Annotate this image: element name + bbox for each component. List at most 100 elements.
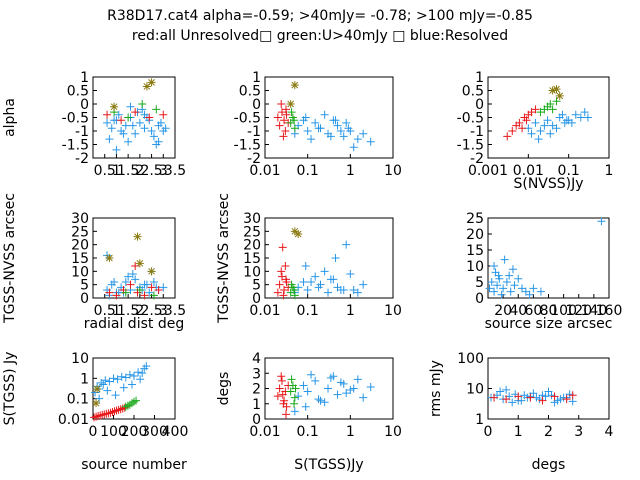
data-point xyxy=(103,118,112,127)
data-point xyxy=(142,362,151,371)
data-point xyxy=(527,129,536,138)
data-point xyxy=(110,278,119,286)
data-point xyxy=(290,399,299,408)
data-point xyxy=(273,288,282,297)
data-point-star xyxy=(93,384,102,393)
y-tick-label: 20 xyxy=(243,238,261,254)
data-point xyxy=(505,271,514,280)
data-point xyxy=(580,108,589,117)
x-tick-label: 0.1 xyxy=(297,424,319,440)
data-point xyxy=(111,391,120,400)
figure-title: R38D17.cat4 alpha=-0.59; >40mJy= -0.78; … xyxy=(107,8,533,24)
y-axis-label: alpha xyxy=(2,98,18,137)
data-point xyxy=(536,287,545,296)
data-point xyxy=(290,407,299,416)
data-point xyxy=(342,118,351,127)
x-tick-label: 10 xyxy=(384,424,402,440)
y-tick-label: -2 xyxy=(75,151,89,167)
data-point xyxy=(526,393,535,402)
data-point xyxy=(366,137,375,146)
data-point xyxy=(279,291,288,300)
x-tick-label: 80 xyxy=(540,303,558,319)
series-blue xyxy=(103,102,170,154)
data-point xyxy=(277,267,286,276)
y-axis-label: S(TGSS) Jy xyxy=(2,352,18,426)
data-point xyxy=(121,121,130,130)
series-red xyxy=(103,108,168,125)
data-point xyxy=(112,145,121,154)
data-point xyxy=(558,110,567,119)
data-point xyxy=(121,402,130,411)
data-point xyxy=(127,380,136,389)
data-point xyxy=(307,370,316,379)
series-olive xyxy=(286,81,299,108)
data-point xyxy=(567,118,576,127)
data-point xyxy=(159,110,168,119)
data-point xyxy=(281,275,290,284)
data-point xyxy=(324,384,333,393)
data-point-star xyxy=(105,254,114,262)
data-point xyxy=(114,110,123,119)
y-tick-label: 1 xyxy=(252,397,261,413)
x-tick-label: 0.01 xyxy=(249,163,280,179)
y-tick-label: -0.5 xyxy=(62,111,89,127)
series-red xyxy=(490,391,577,405)
data-point xyxy=(159,283,168,292)
data-point-star xyxy=(294,230,303,238)
y-tick-label: 25 xyxy=(243,224,261,240)
x-tick-label: 3 xyxy=(159,303,168,319)
data-point xyxy=(273,392,282,401)
data-point xyxy=(568,391,577,400)
data-point xyxy=(299,278,308,286)
y-tick-label: -1.5 xyxy=(457,138,484,154)
data-point xyxy=(107,124,116,133)
data-point xyxy=(487,278,496,286)
data-point xyxy=(91,388,100,397)
data-point xyxy=(100,410,109,419)
y-tick-label: 0 xyxy=(475,97,484,113)
y-tick-label: -1.5 xyxy=(234,138,261,154)
data-point xyxy=(303,286,312,294)
x-tick-label: 3 xyxy=(574,424,583,440)
y-tick-label: 10 xyxy=(466,382,484,398)
y-tick-label: 0 xyxy=(80,97,89,113)
plot-frame xyxy=(92,217,176,299)
data-point xyxy=(294,392,303,401)
data-point xyxy=(508,398,517,407)
data-point xyxy=(502,278,511,286)
x-tick-label: 60 xyxy=(524,303,542,319)
data-point xyxy=(531,118,540,127)
y-tick-label: 10 xyxy=(243,264,261,280)
x-tick-label: 1 xyxy=(112,303,121,319)
data-point xyxy=(344,124,353,133)
data-point xyxy=(336,378,345,387)
data-point xyxy=(128,270,137,278)
data-point xyxy=(140,291,149,300)
data-point xyxy=(514,274,523,283)
data-point xyxy=(99,380,108,389)
data-point xyxy=(275,384,284,393)
y-tick-label: 25 xyxy=(466,211,484,227)
data-point xyxy=(359,129,368,138)
data-point xyxy=(311,376,320,385)
data-point xyxy=(142,280,151,289)
x-axis-label: degs xyxy=(532,457,566,473)
data-point xyxy=(301,113,310,122)
data-point xyxy=(126,102,135,111)
series-olive xyxy=(92,384,102,408)
y-tick-label: 0.01 xyxy=(58,412,89,428)
data-point xyxy=(94,412,103,421)
data-point xyxy=(119,129,128,138)
y-tick-label: 1 xyxy=(80,70,89,86)
data-point xyxy=(510,281,519,290)
data-point xyxy=(140,124,149,133)
data-point xyxy=(314,395,323,404)
data-point xyxy=(125,370,134,379)
y-tick-label: 0 xyxy=(252,412,261,428)
y-tick-label: 30 xyxy=(71,211,89,227)
x-tick-label: 120 xyxy=(565,303,592,319)
data-point-star xyxy=(92,399,101,408)
